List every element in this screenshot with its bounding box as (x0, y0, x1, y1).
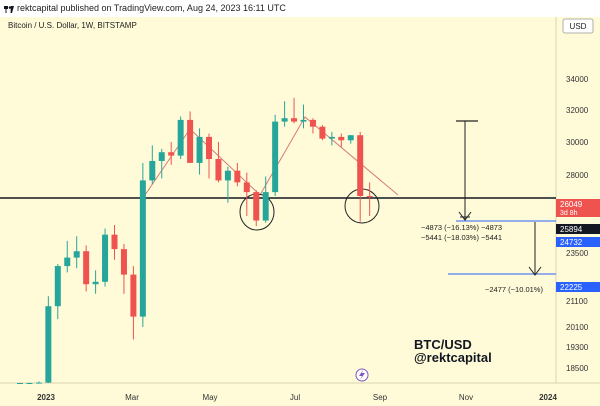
time-tick-label: May (202, 393, 217, 402)
price-badge (556, 237, 600, 247)
candle-body (338, 136, 345, 141)
candle-body (177, 119, 184, 156)
candle-body (272, 121, 279, 193)
tradingview-logo-icon (4, 5, 14, 13)
time-axis-background (0, 383, 600, 406)
candle-body (215, 159, 222, 181)
price-badge-label: 24732 (560, 238, 583, 247)
candle-body (139, 180, 146, 317)
projection-arrow-head-1 (458, 211, 472, 221)
annotation-drop-3: −2477 (−10.01%) (485, 285, 543, 294)
currency-box (562, 18, 594, 34)
price-badge-countdown: 3d 8h (560, 210, 578, 217)
price-badge-label: 25894 (560, 225, 583, 234)
candle-body (130, 274, 137, 317)
price-tick-label: 19300 (566, 343, 589, 352)
candle-body (54, 266, 61, 307)
time-tick-label: Sep (373, 393, 388, 402)
time-tick-label: 2024 (539, 393, 557, 402)
price-chart[interactable]: Bitcoin / U.S. Dollar, 1W, BITSTAMP USD … (0, 17, 600, 406)
candle-body (26, 383, 33, 384)
candle-body (64, 257, 71, 267)
annotations-layer: −4873 (−16.13%) −4873 −5441 (−18.03%) −5… (421, 223, 543, 294)
candle-body (102, 234, 109, 282)
candle-body (328, 136, 335, 139)
candle-body (366, 196, 373, 198)
candle-body (35, 382, 42, 384)
candle-body (253, 192, 260, 221)
price-tick-label: 18500 (566, 364, 589, 373)
price-badge (556, 224, 600, 234)
annotation-drop-2: −5441 (−18.03%) −5441 (421, 233, 502, 242)
candle-body (262, 192, 269, 221)
price-tick-label: 23500 (566, 249, 589, 258)
candle-body (158, 152, 165, 161)
candle-body (357, 135, 364, 197)
chart-title: Bitcoin / U.S. Dollar, 1W, BITSTAMP (8, 21, 137, 30)
candle-body (291, 118, 298, 122)
candle-body (309, 119, 316, 127)
candle-body (234, 170, 241, 183)
candle-body (347, 135, 354, 141)
lightning-icon (359, 370, 365, 380)
trend-line-left (144, 116, 399, 196)
publisher-header: rektcapital published on TradingView.com… (0, 0, 600, 18)
candle-body (281, 118, 288, 122)
candle-body (196, 136, 203, 163)
price-badge (556, 282, 600, 292)
candle-body (168, 152, 175, 156)
price-axis[interactable]: 18500 19300 20100 21100 23500 28000 30000 32000… (556, 75, 600, 373)
price-tick-label: 34000 (566, 75, 589, 84)
time-tick-label: Jul (290, 393, 300, 402)
price-tick-label: 28000 (566, 171, 589, 180)
watermark-line-2: @rektcapital (414, 350, 492, 365)
price-badge (556, 199, 600, 217)
candle-body (206, 136, 212, 159)
candle-body (73, 251, 80, 258)
candle-body (243, 182, 250, 193)
price-badge-label: 22225 (560, 283, 583, 292)
candle-body (83, 251, 90, 285)
price-tick-label: 21100 (566, 297, 588, 306)
time-tick-label: Nov (459, 393, 473, 402)
currency-label: USD (570, 22, 587, 31)
publisher-text: rektcapital published on TradingView.com… (17, 3, 286, 13)
candle-body (17, 383, 23, 384)
plot-background (0, 17, 556, 383)
candle-body (300, 119, 307, 122)
candle-body (111, 234, 118, 250)
candle-body (45, 306, 52, 383)
price-tick-label: 32000 (566, 106, 589, 115)
watermark-line-1: BTC/USD (414, 337, 472, 352)
time-tick-label: 2023 (37, 393, 55, 402)
annotation-drop-1: −4873 (−16.13%) −4873 (421, 223, 502, 232)
candle-body (149, 160, 156, 181)
price-tick-label: 20100 (566, 323, 589, 332)
candle-body (319, 126, 326, 139)
candle-body (224, 170, 231, 181)
candle-body (187, 119, 194, 163)
price-tick-label: 30000 (566, 138, 589, 147)
candle-body (92, 281, 99, 285)
price-badge-label: 26049 (560, 200, 583, 209)
projection-arrow-head-2 (528, 266, 542, 276)
candle-body (120, 249, 127, 275)
candles-layer (17, 97, 373, 384)
time-axis[interactable]: 2023 Mar May Jul Sep Nov 2024 (37, 393, 557, 402)
time-tick-label: Mar (125, 393, 139, 402)
